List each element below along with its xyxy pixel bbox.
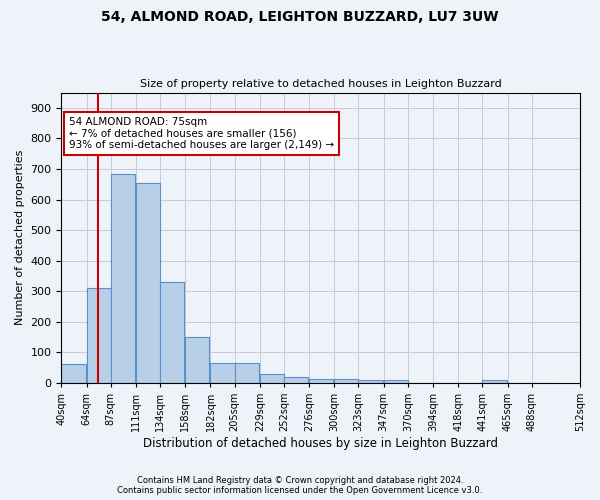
Title: Size of property relative to detached houses in Leighton Buzzard: Size of property relative to detached ho… xyxy=(140,79,502,89)
Bar xyxy=(86,288,111,383)
Bar xyxy=(111,174,135,383)
Bar xyxy=(309,379,333,383)
Bar xyxy=(160,282,184,383)
Bar xyxy=(185,337,209,383)
Bar xyxy=(482,380,506,383)
Bar xyxy=(260,374,284,383)
Bar xyxy=(61,364,86,383)
X-axis label: Distribution of detached houses by size in Leighton Buzzard: Distribution of detached houses by size … xyxy=(143,437,498,450)
Text: Contains HM Land Registry data © Crown copyright and database right 2024.
Contai: Contains HM Land Registry data © Crown c… xyxy=(118,476,482,495)
Bar xyxy=(211,363,235,383)
Bar xyxy=(358,380,383,383)
Text: 54, ALMOND ROAD, LEIGHTON BUZZARD, LU7 3UW: 54, ALMOND ROAD, LEIGHTON BUZZARD, LU7 3… xyxy=(101,10,499,24)
Bar xyxy=(284,377,308,383)
Bar xyxy=(235,363,259,383)
Bar xyxy=(334,379,358,383)
Bar xyxy=(383,380,408,383)
Y-axis label: Number of detached properties: Number of detached properties xyxy=(15,150,25,326)
Bar xyxy=(136,182,160,383)
Text: 54 ALMOND ROAD: 75sqm
← 7% of detached houses are smaller (156)
93% of semi-deta: 54 ALMOND ROAD: 75sqm ← 7% of detached h… xyxy=(69,117,334,150)
